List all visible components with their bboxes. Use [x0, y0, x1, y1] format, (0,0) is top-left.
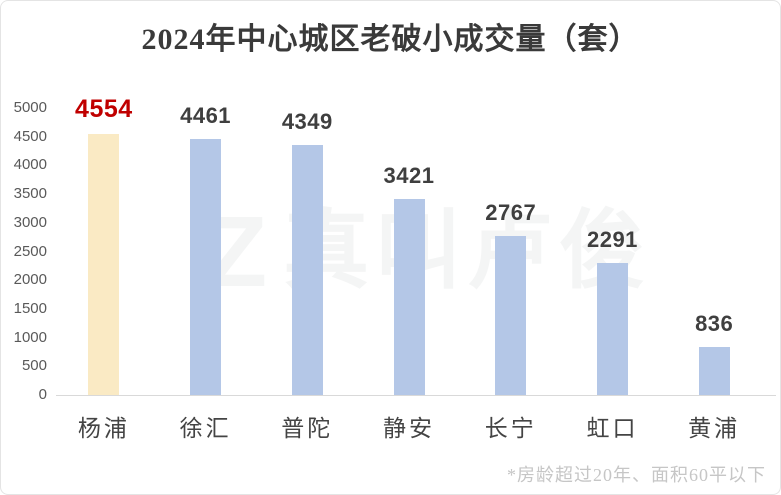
y-tick-label: 0 [38, 386, 47, 403]
x-category-label: 杨浦 [77, 416, 130, 441]
watermark: Z 真叫卢俊 [206, 197, 651, 307]
bar [495, 236, 527, 395]
bar-column: 836 [663, 81, 765, 395]
x-category-label: 虹口 [586, 416, 639, 441]
bar-plot-area: 4554 4461 4349 3421 2767 2291 836 [53, 81, 765, 395]
y-tick-label: 2000 [13, 271, 47, 289]
x-category-label: 静安 [383, 416, 436, 441]
x-axis-line [56, 395, 776, 396]
chart-title: 2024年中心城区老破小成交量（套） [141, 23, 640, 56]
y-tick-label: 3000 [13, 213, 47, 231]
bar-value-label: 2767 [485, 200, 537, 225]
x-axis-labels: 杨浦 徐汇 普陀 静安 长宁 虹口 黄浦 [53, 409, 765, 443]
y-tick-label: 4500 [13, 127, 47, 145]
bar-column: 4461 [155, 81, 257, 395]
x-category-label: 徐汇 [179, 416, 232, 441]
y-tick-label: 1000 [13, 328, 47, 346]
bar-value-label: 4349 [281, 109, 333, 134]
bar-value-label: 836 [695, 311, 734, 336]
watermark-text: 真叫卢俊 [283, 203, 652, 299]
y-tick-label: 1500 [13, 299, 47, 317]
x-category-label: 普陀 [281, 416, 334, 441]
bar-column: 4349 [256, 81, 358, 395]
y-tick-label: 4000 [13, 156, 47, 174]
y-tick-label: 3500 [13, 185, 47, 203]
bar [393, 199, 425, 395]
bar-column: 2767 [460, 81, 562, 395]
y-tick-label: 2500 [13, 242, 47, 260]
bar-value-label: 4461 [180, 103, 232, 128]
bar [88, 134, 120, 395]
bar-value-label: 2291 [586, 227, 638, 252]
y-tick-label: 5000 [13, 99, 47, 116]
footnote: *房龄超过20年、面积60平以下 [507, 465, 766, 485]
bar [596, 263, 628, 395]
bar-column: 2291 [562, 81, 664, 395]
bar-value-label: 3421 [383, 163, 435, 188]
bar-value-label: 4554 [75, 95, 133, 123]
x-category-label: 长宁 [484, 416, 537, 441]
bar [698, 347, 730, 395]
y-tick-label: 500 [21, 357, 47, 375]
x-category-label: 黄浦 [688, 416, 741, 441]
bar [291, 145, 323, 395]
bar [190, 139, 222, 395]
bar-column: 3421 [358, 81, 460, 395]
bar-column: 4554 [53, 81, 155, 395]
